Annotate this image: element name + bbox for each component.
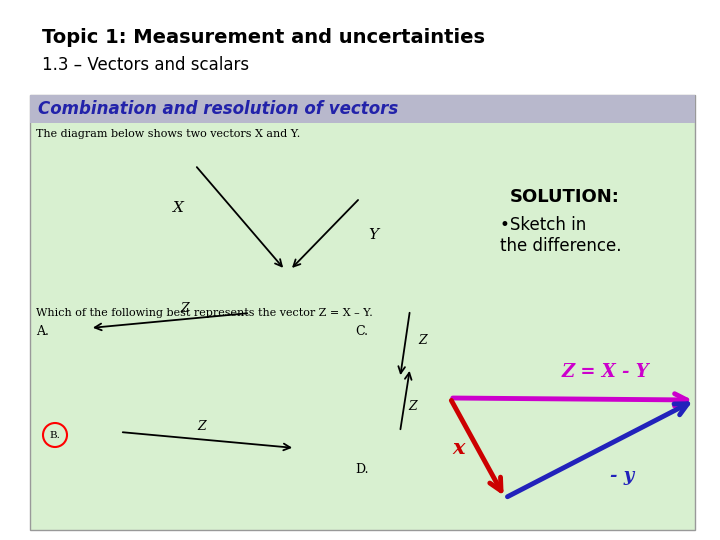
Text: Z: Z <box>180 302 189 315</box>
Text: The diagram below shows two vectors X and Y.: The diagram below shows two vectors X an… <box>36 129 300 139</box>
Text: •Sketch in
the difference.: •Sketch in the difference. <box>500 216 621 255</box>
Text: - y: - y <box>610 467 634 485</box>
Text: Z = X - Y: Z = X - Y <box>562 363 649 381</box>
Bar <box>30 95 695 530</box>
Text: Z: Z <box>408 400 417 413</box>
Text: SOLUTION:: SOLUTION: <box>510 188 620 206</box>
Text: x: x <box>452 438 464 458</box>
Text: 1.3 – Vectors and scalars: 1.3 – Vectors and scalars <box>42 56 249 74</box>
Text: Z: Z <box>418 334 427 347</box>
Text: X: X <box>173 201 184 215</box>
Text: Y: Y <box>368 228 378 242</box>
Text: B.: B. <box>50 430 60 440</box>
Text: Which of the following best represents the vector Z = X – Y.: Which of the following best represents t… <box>36 308 373 318</box>
Text: D.: D. <box>355 463 369 476</box>
Text: A.: A. <box>36 325 49 338</box>
Text: Z: Z <box>197 420 206 433</box>
Text: Topic 1: Measurement and uncertainties: Topic 1: Measurement and uncertainties <box>42 28 485 47</box>
Bar <box>30 95 695 123</box>
Text: Combination and resolution of vectors: Combination and resolution of vectors <box>38 100 398 118</box>
Text: C.: C. <box>355 325 368 338</box>
